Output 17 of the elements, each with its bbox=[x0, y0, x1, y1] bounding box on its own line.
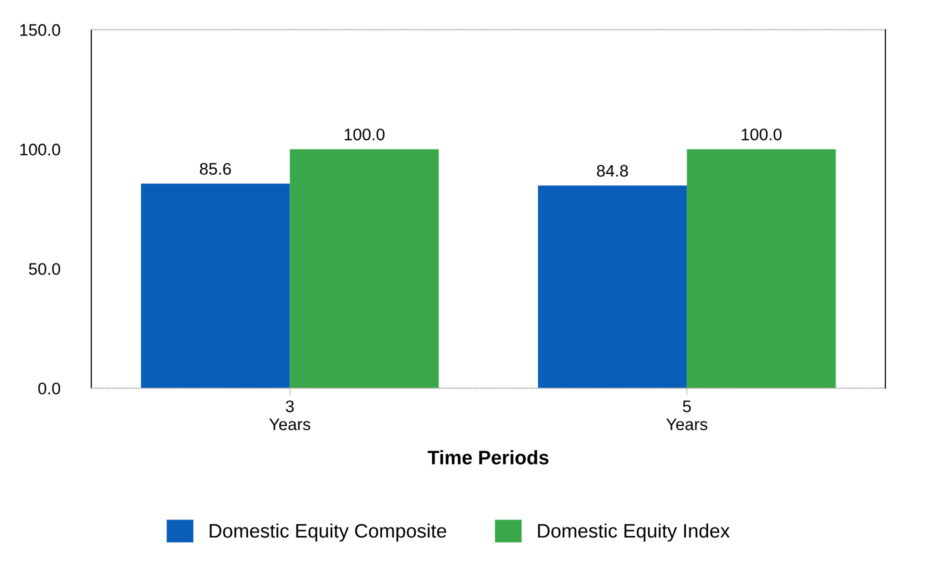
x-tick-label: 3 Years bbox=[269, 400, 310, 430]
legend-label: Domestic Equity Composite bbox=[210, 523, 446, 542]
bar bbox=[686, 149, 836, 388]
data-label: 84.8 bbox=[596, 164, 628, 177]
y-tick-label: 150.0 bbox=[20, 24, 60, 36]
bar bbox=[290, 149, 439, 388]
y-tick-label: 50.0 bbox=[29, 263, 60, 275]
y-tick-label: 100.0 bbox=[20, 144, 60, 156]
bar bbox=[538, 186, 687, 388]
data-label: 100.0 bbox=[742, 128, 782, 140]
data-label: 100.0 bbox=[344, 128, 384, 140]
x-axis-title: Time Periods bbox=[428, 450, 548, 464]
bar bbox=[140, 184, 290, 388]
y-tick-label: 0.0 bbox=[38, 382, 60, 394]
x-tick-label: 5 Years bbox=[666, 400, 708, 430]
legend-label: Domestic Equity Index bbox=[538, 523, 730, 542]
data-label: 85.6 bbox=[200, 162, 231, 175]
